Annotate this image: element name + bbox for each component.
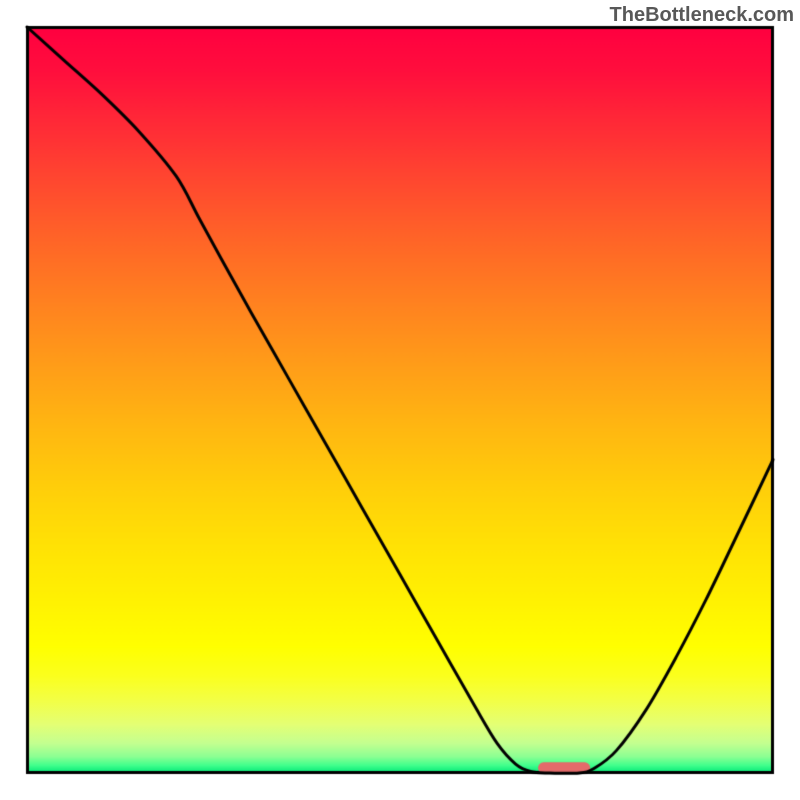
source-watermark: TheBottleneck.com xyxy=(610,4,794,27)
bottleneck-chart: TheBottleneck.com xyxy=(0,0,800,800)
bottleneck-curve xyxy=(0,0,800,800)
